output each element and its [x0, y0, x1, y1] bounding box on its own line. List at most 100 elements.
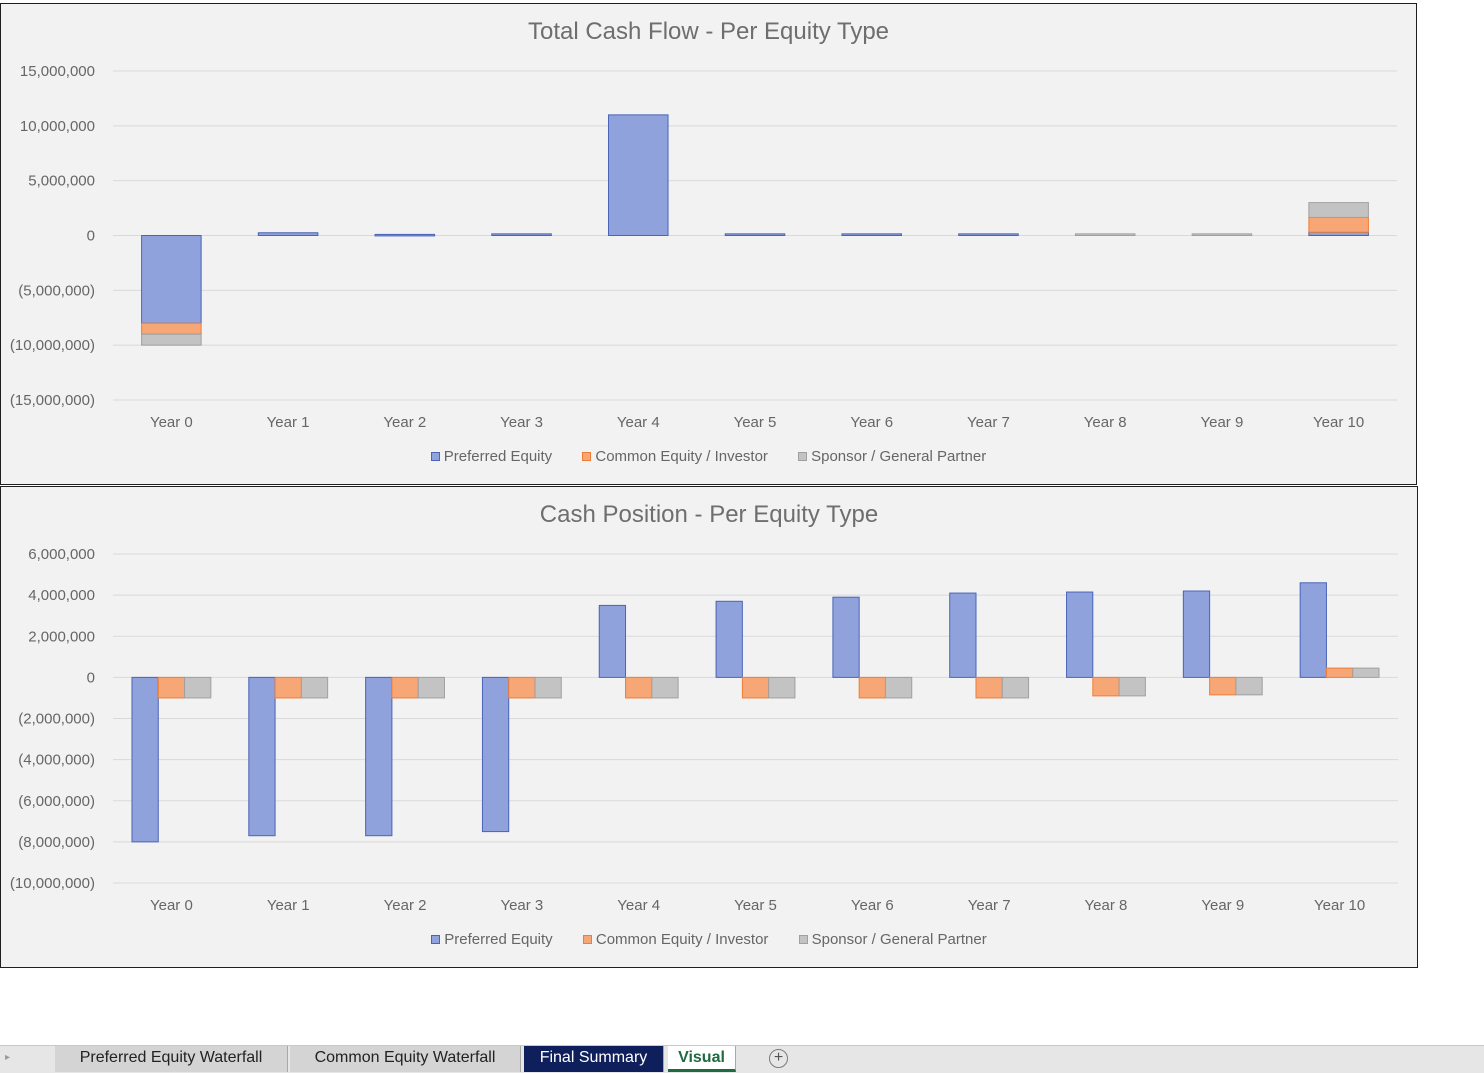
chart-plot: 6,000,000 4,000,000 2,000,000 0 (2,000,000) (…	[10, 546, 1398, 914]
bar	[157, 676, 186, 699]
bar	[274, 676, 302, 699]
y-tick-label: (15,000,000)	[10, 392, 95, 409]
x-tick-label: Year 1	[267, 414, 310, 431]
x-tick-label: Year 6	[850, 414, 893, 431]
x-tick-label: Year 4	[617, 897, 660, 914]
triangle-right-icon[interactable]: ▸	[5, 1052, 11, 1063]
bar	[508, 676, 536, 699]
chart-plot: 15,000,000 10,000,000 5,000,000 0 (5,000,000…	[10, 63, 1397, 431]
bar	[300, 676, 329, 699]
legend-swatch	[431, 935, 441, 944]
bar	[651, 676, 679, 699]
bar	[1308, 216, 1369, 233]
y-tick-label: (2,000,000)	[18, 711, 95, 728]
bar	[141, 235, 202, 324]
y-tick-label: (4,000,000)	[18, 752, 95, 769]
legend-item-sponsor: Sponsor / General Partner	[798, 448, 986, 465]
bar	[1066, 591, 1094, 678]
legend-swatch	[582, 935, 592, 944]
bar	[141, 322, 202, 335]
chart-title: Cash Position - Per Equity Type	[539, 501, 879, 528]
chart-legend: Preferred Equity Common Equity / Investo…	[1, 931, 1417, 948]
x-tick-label: Year 7	[968, 897, 1011, 914]
bar	[141, 333, 202, 346]
x-tick-label: Year 2	[384, 897, 427, 914]
tab-preferred-equity-waterfall[interactable]: Preferred Equity Waterfall	[55, 1046, 288, 1072]
x-tick-label: Year 9	[1201, 897, 1244, 914]
bar	[257, 232, 319, 236]
bar	[741, 676, 770, 699]
legend-swatch	[430, 452, 440, 461]
x-tick-label: Year 1	[267, 897, 310, 914]
legend-item-common-equity: Common Equity / Investor	[582, 448, 768, 465]
y-tick-label: (5,000,000)	[18, 282, 95, 299]
legend-label: Sponsor / General Partner	[811, 448, 987, 465]
legend-swatch	[798, 452, 808, 461]
x-tick-label: Year 0	[150, 414, 193, 431]
y-tick-label: 5,000,000	[28, 173, 95, 190]
bar	[715, 600, 743, 678]
legend-item-common-equity: Common Equity / Investor	[582, 931, 768, 948]
chart-title: Total Cash Flow - Per Equity Type	[527, 18, 890, 45]
plus-circle-icon[interactable]: +	[769, 1049, 788, 1068]
bar	[608, 114, 669, 236]
sheet-tab-bar: ▸ Preferred Equity Waterfall Common Equi…	[0, 1045, 1484, 1073]
x-tick-label: Year 2	[383, 414, 426, 431]
legend-item-preferred-equity: Preferred Equity	[431, 931, 553, 948]
bar	[1074, 233, 1136, 236]
bar	[1001, 676, 1030, 699]
bar	[374, 233, 436, 237]
bar	[365, 676, 393, 837]
bar	[625, 676, 653, 699]
bar	[841, 233, 902, 236]
bar	[1308, 202, 1369, 218]
bar	[1352, 667, 1380, 678]
y-tick-label: 15,000,000	[20, 63, 95, 80]
bar	[1191, 233, 1253, 236]
legend-label: Common Equity / Investor	[595, 448, 768, 465]
bar	[858, 676, 886, 699]
bar	[131, 676, 159, 843]
bar	[832, 596, 860, 678]
bar	[958, 233, 1019, 236]
bar	[975, 676, 1003, 699]
bar	[1182, 590, 1211, 678]
total-cash-flow-chart[interactable]: Total Cash Flow - Per Equity Type 15,000…	[0, 3, 1417, 485]
x-tick-label: Year 4	[617, 414, 660, 431]
legend-swatch	[582, 452, 592, 461]
tab-common-equity-waterfall[interactable]: Common Equity Waterfall	[290, 1046, 521, 1072]
y-tick-label: (8,000,000)	[18, 834, 95, 851]
tab-visual[interactable]: Visual	[668, 1046, 736, 1072]
legend-swatch	[798, 935, 808, 944]
legend-label: Preferred Equity	[443, 448, 553, 465]
bar	[1299, 582, 1327, 678]
x-tick-label: Year 5	[734, 414, 777, 431]
bar	[534, 676, 562, 699]
bar	[1209, 676, 1237, 696]
bar	[491, 233, 552, 236]
y-tick-label: 0	[87, 669, 95, 686]
x-tick-label: Year 3	[500, 414, 543, 431]
y-tick-label: (6,000,000)	[18, 793, 95, 810]
bar	[481, 676, 510, 833]
bar	[248, 676, 276, 837]
cash-position-chart[interactable]: Cash Position - Per Equity Type 6,000,00…	[0, 486, 1418, 968]
chart-legend: Preferred Equity Common Equity / Investo…	[1, 448, 1416, 465]
bar	[1118, 676, 1146, 697]
x-tick-label: Year 5	[734, 897, 777, 914]
bar	[884, 676, 913, 699]
x-tick-label: Year 8	[1085, 897, 1128, 914]
bar	[768, 676, 796, 699]
bar	[391, 676, 419, 699]
bar	[1325, 667, 1354, 678]
x-tick-label: Year 9	[1200, 414, 1243, 431]
x-tick-label: Year 7	[967, 414, 1010, 431]
y-tick-label: (10,000,000)	[10, 875, 95, 892]
y-tick-label: 4,000,000	[28, 587, 95, 604]
tab-final-summary[interactable]: Final Summary	[524, 1046, 664, 1072]
legend-label: Sponsor / General Partner	[811, 931, 987, 948]
y-tick-label: 0	[87, 228, 95, 245]
y-tick-label: 6,000,000	[28, 546, 95, 563]
legend-item-preferred-equity: Preferred Equity	[430, 448, 553, 465]
x-tick-label: Year 10	[1314, 897, 1365, 914]
